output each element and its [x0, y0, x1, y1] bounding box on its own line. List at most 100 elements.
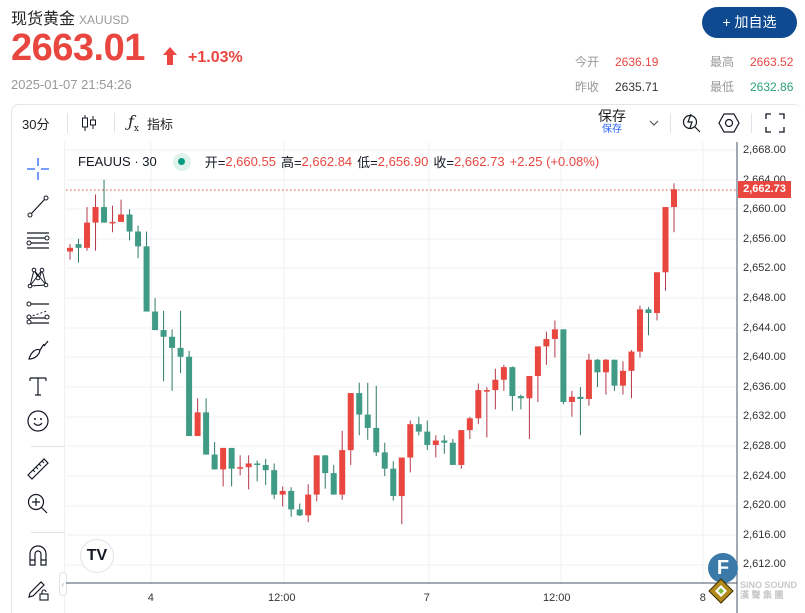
price-tick-label: 2,644.00 [743, 321, 786, 334]
stat-open: 今开 2636.19 [575, 53, 658, 70]
lock-drawings-tool[interactable] [24, 576, 52, 604]
tools-divider [31, 446, 65, 447]
add-to-watchlist-button[interactable]: + 加自选 [702, 7, 797, 38]
candle [534, 346, 541, 377]
legend-low-label: 低= [357, 155, 378, 170]
candle [364, 414, 371, 428]
crosshair-icon [27, 158, 49, 180]
instrument-symbol: XAUUSD [79, 13, 130, 27]
watermark-diamond-icon [708, 578, 734, 604]
save-options-dropdown[interactable] [649, 104, 659, 142]
stat-prev-close-label: 昨收 [575, 80, 600, 94]
candle [568, 396, 575, 402]
fullscreen-icon [765, 113, 785, 133]
text-tool[interactable] [24, 372, 52, 400]
candle [466, 418, 473, 431]
last-price-tag: 2,662.73 [738, 181, 791, 198]
save-button[interactable]: 保存 保存 [598, 104, 626, 142]
brush-tool[interactable] [24, 336, 52, 364]
price-tick-label: 2,632.00 [743, 410, 786, 423]
chart-settings-button[interactable] [718, 104, 740, 142]
watermark-badge: F [708, 553, 738, 583]
candle [220, 447, 227, 470]
candle [398, 457, 405, 497]
magnet-tool[interactable] [24, 541, 52, 569]
candle [543, 338, 550, 347]
chart-type-button[interactable] [81, 104, 97, 142]
price-tick-label: 2,648.00 [743, 292, 786, 304]
candle [169, 336, 176, 348]
candle [279, 490, 286, 495]
interval-selector[interactable]: 30分 [22, 116, 50, 132]
watermark-text: SINO SOUND 漢 聲 集 團 [740, 580, 797, 600]
candlestick-icon [82, 115, 96, 131]
market-status-indicator [172, 152, 191, 171]
pattern-tool[interactable] [24, 264, 52, 292]
price-tick-label: 2,620.00 [743, 499, 786, 512]
tradingview-logo[interactable]: TV [80, 539, 114, 573]
candle [322, 455, 329, 474]
candle [458, 430, 465, 465]
legend-symbol[interactable]: FEAUUS · 30 [78, 154, 157, 169]
candle [415, 424, 422, 432]
candle [373, 427, 380, 453]
quick-search-button[interactable] [681, 104, 703, 142]
stat-prev-close-value: 2635.71 [615, 80, 659, 94]
stat-open-value: 2636.19 [615, 55, 659, 69]
candle [424, 431, 431, 445]
candle [194, 412, 201, 437]
stat-high-value: 2663.52 [750, 55, 794, 69]
emoji-tool[interactable] [24, 407, 52, 435]
ruler-tool[interactable] [24, 455, 52, 483]
quote-timestamp: 2025-01-07 21:54:26 [11, 77, 132, 92]
horizontal-lines-icon [26, 232, 50, 249]
trend-line-icon [27, 195, 49, 218]
price-tick-label: 2,616.00 [743, 528, 786, 541]
candle [619, 370, 626, 386]
fullscreen-button[interactable] [765, 104, 785, 142]
candle [585, 359, 592, 399]
stat-prev-close: 昨收 2635.71 [575, 78, 658, 95]
horizontal-lines-tool[interactable] [24, 227, 52, 255]
stat-low-value: 2632.86 [750, 80, 794, 94]
trend-line-tool[interactable] [24, 192, 52, 220]
candle [594, 359, 601, 373]
candle [313, 455, 320, 495]
candle [203, 412, 210, 455]
indicators-button[interactable]: ƒx 指标 [128, 104, 173, 142]
candle [126, 214, 133, 232]
legend-close-value: 2,662.73 [453, 154, 505, 169]
candle [636, 309, 643, 352]
text-icon [29, 377, 47, 396]
candle [611, 359, 618, 386]
collapse-toolbar-handle[interactable]: ‹ [59, 572, 67, 596]
candle [517, 396, 524, 399]
candle [143, 246, 150, 312]
candle [509, 367, 516, 397]
change-percent: +1.03% [188, 49, 243, 66]
candle [500, 367, 507, 380]
toolbar-divider [751, 113, 752, 133]
candle [135, 231, 142, 247]
candle [347, 393, 354, 451]
candle [551, 329, 558, 339]
chevron-down-icon [649, 120, 659, 126]
fib-icon [26, 301, 50, 325]
candle [602, 359, 609, 373]
time-tick-label: 12:00 [543, 592, 571, 604]
candle [101, 207, 108, 223]
stat-low: 最低 2632.86 [710, 78, 793, 95]
candle [152, 311, 159, 331]
candle [390, 468, 397, 497]
price-chart[interactable] [66, 142, 802, 613]
crosshair-tool[interactable] [24, 155, 52, 183]
market-open-dot-icon [178, 158, 186, 165]
up-arrow-icon [163, 47, 177, 65]
fib-tool[interactable] [24, 299, 52, 327]
candle [475, 390, 482, 419]
zoom-in-tool[interactable] [24, 490, 52, 518]
zoom-in-icon [27, 493, 48, 514]
candle [92, 207, 99, 223]
emoji-icon [27, 410, 49, 432]
price-tick-label: 2,656.00 [743, 232, 786, 245]
